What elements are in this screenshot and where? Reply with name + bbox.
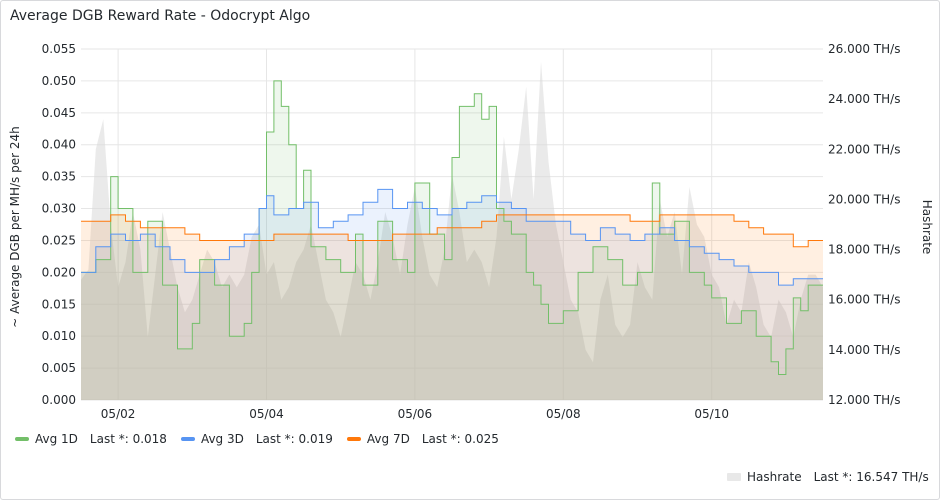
legend-label: Avg 7D [366, 432, 410, 446]
y2-tick-label: 18.000 TH/s [828, 243, 900, 257]
series-line-avg-1d [81, 80, 823, 375]
y-tick-label: 0.000 [42, 393, 76, 407]
legend-last-value: Last *: 0.018 [89, 432, 167, 446]
y-axis-label-right: Hashrate [920, 200, 934, 255]
legend-label: Avg 1D [35, 432, 78, 446]
y-tick-label: 0.050 [42, 74, 76, 88]
y2-tick-label: 22.000 TH/s [828, 142, 900, 156]
y2-tick-label: 16.000 TH/s [828, 293, 900, 307]
legend-item-avg-1d[interactable]: Avg 1D Last *: 0.018 [15, 432, 167, 446]
series-line-layer [81, 80, 823, 375]
y-tick-label: 0.020 [42, 265, 76, 279]
legend-item-avg-7d[interactable]: Avg 7D Last *: 0.025 [346, 432, 499, 446]
series-fill-avg-3d [81, 189, 823, 400]
y-tick-label: 0.035 [42, 170, 76, 184]
series-fill-avg-7d [81, 214, 823, 400]
legend-last-value: Last *: 0.019 [255, 432, 333, 446]
legend-last-value: Last *: 16.547 TH/s [813, 470, 929, 484]
panel-title[interactable]: Average DGB Reward Rate - Odocrypt Algo [10, 8, 311, 24]
y2-tick-label: 14.000 TH/s [828, 343, 900, 357]
legend-swatch-avg-7d [346, 437, 361, 441]
y2-tick-label: 12.000 TH/s [828, 393, 900, 407]
legend: Avg 1D Last *: 0.018 Avg 3D Last *: 0.01… [15, 432, 499, 446]
series-line-avg-3d [81, 188, 823, 286]
y-tick-label: 0.045 [42, 106, 76, 120]
y-tick-label: 0.005 [42, 361, 76, 375]
legend-label: Avg 3D [200, 432, 244, 446]
y-tick-label: 0.040 [42, 138, 76, 152]
y-axis-left: 0.000 0.005 0.010 0.015 0.020 0.025 0.030 0.035… [42, 42, 76, 407]
y2-tick-label: 20.000 TH/s [828, 192, 900, 206]
legend-last-value: Last *: 0.025 [421, 432, 499, 446]
y2-tick-label: 26.000 TH/s [828, 42, 900, 56]
legend-swatch-avg-1d [15, 437, 29, 441]
y-tick-label: 0.015 [42, 297, 76, 311]
legend-item-hashrate[interactable]: Hashrate Last *: 16.547 TH/s [727, 470, 929, 484]
x-axis: 05/02 05/04 05/06 05/08 05/10 [101, 407, 729, 421]
legend-swatch-avg-3d [180, 437, 195, 441]
y-axis-right: 12.000 TH/s 14.000 TH/s 16.000 TH/s 18.000 … [828, 42, 900, 407]
series-line-avg-7d [81, 214, 823, 248]
x-tick-label: 05/02 [101, 407, 136, 421]
y-tick-label: 0.025 [42, 233, 76, 247]
y-axis-label-left: ~ Average DGB per MH/s per 24h [8, 126, 22, 327]
y2-tick-label: 24.000 TH/s [828, 92, 900, 106]
x-tick-label: 05/04 [249, 407, 284, 421]
y-tick-label: 0.010 [42, 329, 76, 343]
x-tick-label: 05/08 [546, 407, 581, 421]
x-tick-label: 05/06 [398, 407, 433, 421]
y-tick-label: 0.055 [42, 42, 76, 56]
legend-item-avg-3d[interactable]: Avg 3D Last *: 0.019 [180, 432, 333, 446]
y-tick-label: 0.030 [42, 202, 76, 216]
legend-swatch-hashrate [727, 473, 741, 481]
x-tick-label: 05/10 [694, 407, 729, 421]
legend-label: Hashrate [747, 470, 802, 484]
